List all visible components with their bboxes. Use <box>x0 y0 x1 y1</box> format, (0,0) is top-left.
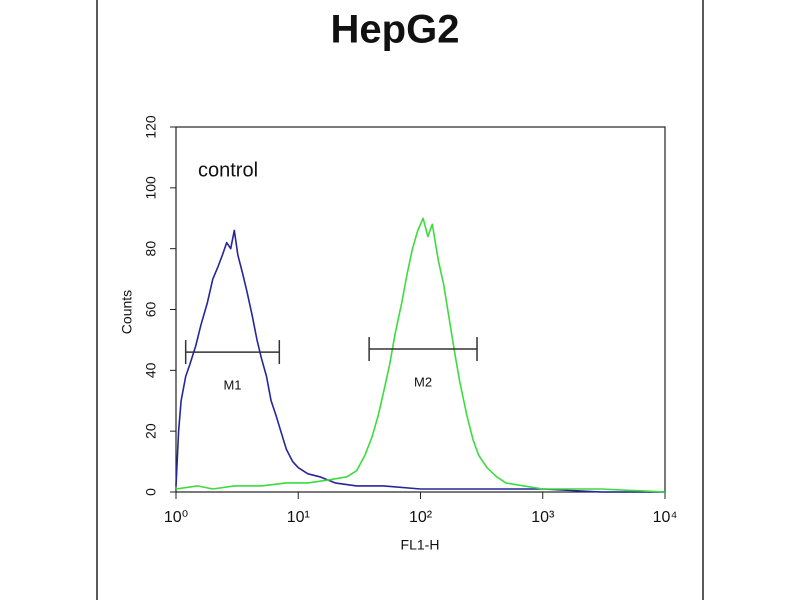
y-tick-label: 40 <box>143 362 159 378</box>
y-tick-label: 100 <box>143 176 159 200</box>
y-axis-label: Counts <box>119 290 135 334</box>
x-tick-label: 10⁴ <box>653 509 678 526</box>
annotation: control <box>198 159 258 181</box>
x-tick-label: 10² <box>409 509 433 526</box>
y-tick-label: 20 <box>143 423 159 439</box>
y-tick-label: 80 <box>143 241 159 257</box>
histogram-line <box>175 217 666 493</box>
histogram-line <box>175 229 665 493</box>
y-tick-label: 60 <box>143 302 159 318</box>
gate-label: M2 <box>414 374 432 389</box>
chart-title: HepG2 <box>331 8 460 52</box>
x-tick-label: 10¹ <box>287 509 310 526</box>
gate-label: M1 <box>223 378 241 393</box>
x-tick-label: 10³ <box>531 509 555 526</box>
x-tick-label: 10⁰ <box>164 509 188 526</box>
y-tick-label: 120 <box>143 115 159 139</box>
y-tick-label: 0 <box>143 488 159 496</box>
x-axis-label: FL1-H <box>401 537 440 553</box>
